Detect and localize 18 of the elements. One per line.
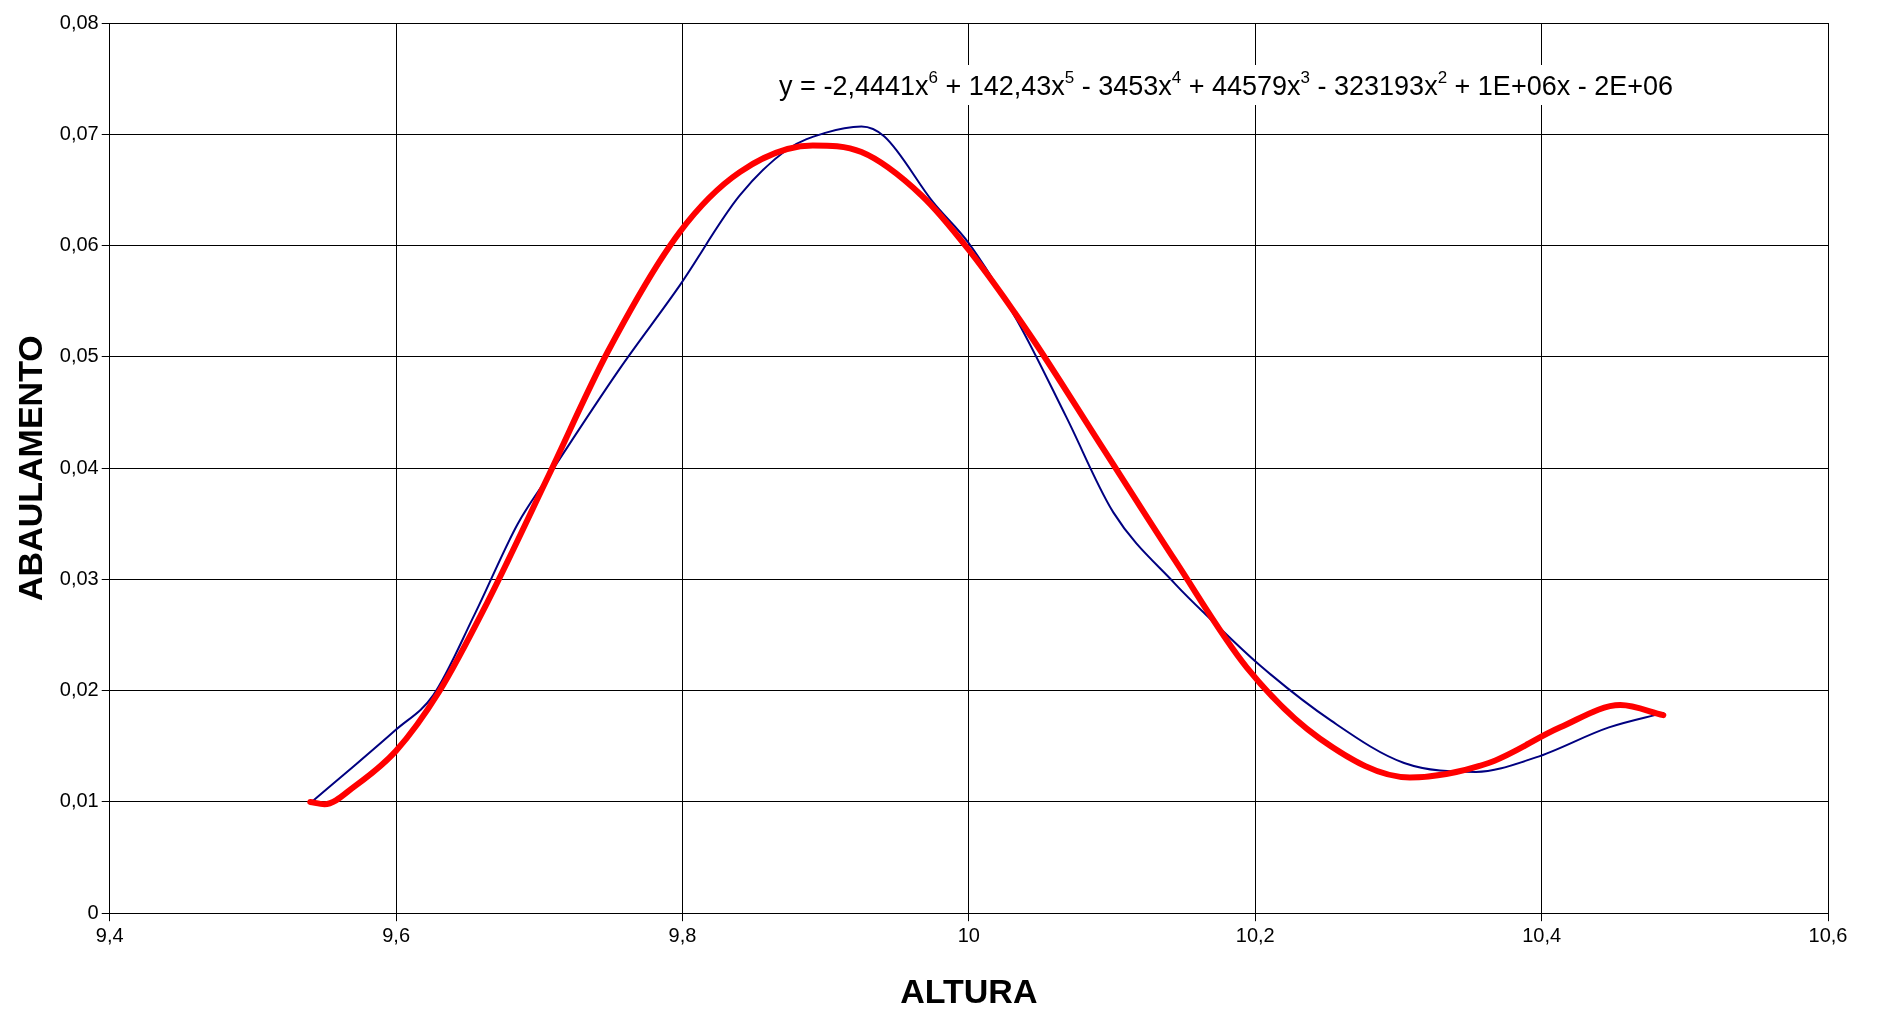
x-tick-label: 10,6 (1808, 923, 1848, 946)
x-axis-title: ALTURA (900, 971, 1038, 1010)
x-tick-label: 10,4 (1522, 923, 1562, 946)
y-tick-label: 0,03 (59, 566, 99, 589)
y-tick-label: 0 (87, 900, 99, 923)
y-tick-label: 0,06 (59, 233, 99, 256)
x-tick-label: 9,6 (382, 923, 411, 946)
y-tick-label: 0,04 (59, 455, 99, 478)
y-tick-label: 0,01 (59, 789, 99, 812)
y-tick-label: 0,05 (59, 344, 99, 367)
x-tick-label: 10 (957, 923, 980, 946)
x-tick-label: 9,8 (668, 923, 697, 946)
y-axis-title: ABAULAMENTO (10, 335, 49, 601)
y-tick-label: 0,07 (59, 121, 99, 144)
y-tick-label: 0,08 (59, 10, 99, 33)
x-tick-label: 10,2 (1235, 923, 1275, 946)
y-tick-label: 0,02 (59, 678, 99, 701)
x-tick-label: 9,4 (95, 923, 124, 946)
